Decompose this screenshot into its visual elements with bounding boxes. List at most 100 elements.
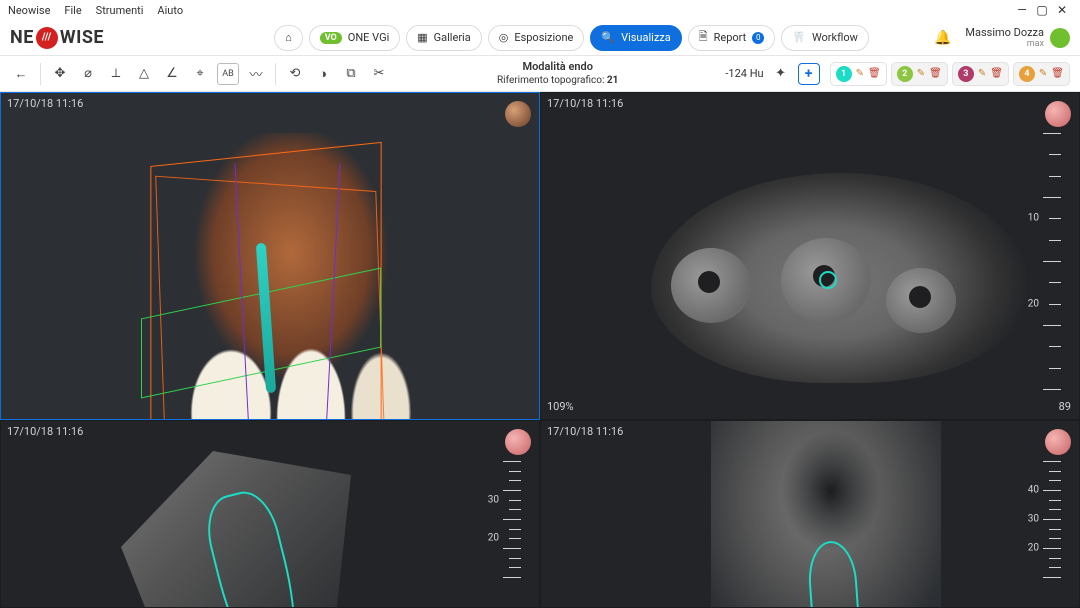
- tool-copy[interactable]: ⧉: [340, 63, 362, 85]
- main-nav: ⌂ VO ONE VGi ▦ Galleria ◎ Esposizione 🔍 …: [274, 25, 869, 51]
- coronal-image: [541, 421, 1079, 607]
- back-button[interactable]: ←: [10, 63, 32, 85]
- vo-pill: VO: [320, 32, 342, 44]
- hu-readout: -124 Hu: [725, 67, 763, 80]
- nav-esposizione-label: Esposizione: [514, 31, 573, 44]
- window-maximize[interactable]: ▢: [1032, 3, 1052, 17]
- delete-icon[interactable]: 🗑: [929, 68, 942, 79]
- viewport-axial[interactable]: 17/10/18 11:16 1020 109% 89: [540, 92, 1080, 420]
- marker-sets: 1 ✎ 🗑 2 ✎ 🗑 3 ✎ 🗑 4 ✎ 🗑: [826, 62, 1070, 86]
- orientation-coronal-icon[interactable]: [1045, 429, 1071, 455]
- menu-strumenti[interactable]: Strumenti: [96, 4, 144, 17]
- mode-title: Modalità endo: [390, 60, 725, 74]
- tool-rotate[interactable]: ⟲: [284, 63, 306, 85]
- viewport-coronal[interactable]: 17/10/18 11:16 403020: [540, 420, 1080, 608]
- ruler: 403020: [1041, 461, 1061, 577]
- add-marker-button[interactable]: +: [798, 63, 820, 85]
- sagittal-image: [1, 421, 539, 607]
- nav-workflow[interactable]: 🦷 Workflow: [781, 25, 869, 51]
- logo-badge: ///: [36, 27, 58, 49]
- axial-image: [541, 93, 1079, 419]
- nav-home[interactable]: ⌂: [274, 25, 303, 51]
- notifications-button[interactable]: 🔔: [934, 30, 951, 46]
- edit-icon[interactable]: ✎: [978, 68, 986, 79]
- timestamp: 17/10/18 11:16: [547, 97, 623, 110]
- nav-one-vgi-label: ONE VGi: [348, 31, 390, 44]
- tool-crosshair[interactable]: ✥: [49, 63, 71, 85]
- tool-ab[interactable]: AB: [217, 63, 239, 85]
- marker-num: 3: [958, 66, 974, 82]
- nav-report-label: Report: [714, 31, 747, 44]
- nav-workflow-label: Workflow: [812, 31, 858, 44]
- marker-num: 1: [836, 66, 852, 82]
- app-logo: NE /// WISE: [10, 27, 104, 49]
- report-badge: 0: [752, 32, 764, 44]
- ref-value: 21: [607, 75, 618, 86]
- window-minimize[interactable]: —: [1012, 3, 1032, 17]
- edit-icon[interactable]: ✎: [917, 68, 925, 79]
- marker-set-3[interactable]: 3 ✎ 🗑: [952, 62, 1009, 86]
- tool-link[interactable]: ⌀: [77, 63, 99, 85]
- user-name: Massimo Dozza: [965, 26, 1044, 39]
- nav-galleria[interactable]: ▦ Galleria: [406, 25, 481, 51]
- menu-file[interactable]: File: [64, 4, 81, 17]
- viewport-grid: 17/10/18 11:16 17/10/18 11:16 1020 109% …: [0, 92, 1080, 608]
- marker-num: 2: [897, 66, 913, 82]
- marker-set-4[interactable]: 4 ✎ 🗑: [1013, 62, 1070, 86]
- nav-galleria-label: Galleria: [434, 31, 471, 44]
- orientation-head-icon[interactable]: [505, 101, 531, 127]
- logo-right: WISE: [60, 27, 104, 48]
- ruler: 1020: [1041, 133, 1061, 389]
- viewport-sagittal[interactable]: 17/10/18 11:16 3020: [0, 420, 540, 608]
- toolbar: ← ✥ ⌀ ⟂ △ ∠ ⌖ AB 〰 ⟲ ◑ ⧉ ✂ Modalità endo…: [0, 56, 1080, 92]
- ref-label: Riferimento topografico:: [497, 75, 604, 86]
- measure-tools: ✥ ⌀ ⟂ △ ∠ ⌖ AB 〰: [49, 63, 267, 85]
- tooth-icon: 🦷: [792, 31, 806, 44]
- timestamp: 17/10/18 11:16: [7, 97, 83, 110]
- nav-report[interactable]: 🗎 Report 0: [688, 25, 776, 51]
- zoom-readout: 109%: [547, 400, 574, 413]
- tool-perp[interactable]: ⟂: [105, 63, 127, 85]
- viewport-3d[interactable]: 17/10/18 11:16: [0, 92, 540, 420]
- edit-icon[interactable]: ✎: [1039, 68, 1047, 79]
- logo-left: NE: [10, 27, 34, 48]
- tool-freehand[interactable]: 〰: [245, 63, 267, 85]
- tool-contrast[interactable]: ◑: [312, 63, 334, 85]
- window-close[interactable]: ✕: [1052, 3, 1072, 17]
- menu-aiuto[interactable]: Aiuto: [157, 4, 183, 17]
- ruler: 3020: [501, 461, 521, 577]
- avatar: [1050, 28, 1070, 48]
- endo-marker[interactable]: [819, 271, 837, 289]
- user-chip[interactable]: Massimo Dozza max: [965, 26, 1070, 49]
- menu-neowise[interactable]: Neowise: [8, 4, 50, 17]
- divider: [40, 63, 41, 85]
- tool-triangle[interactable]: △: [133, 63, 155, 85]
- gallery-icon: ▦: [417, 31, 427, 44]
- tool-cut[interactable]: ✂: [368, 63, 390, 85]
- marker-set-2[interactable]: 2 ✎ 🗑: [891, 62, 948, 86]
- tool-target[interactable]: ⌖: [189, 63, 211, 85]
- user-sub: max: [965, 39, 1044, 49]
- search-icon: 🔍: [601, 31, 615, 44]
- timestamp: 17/10/18 11:16: [547, 425, 623, 438]
- nav-visualizza[interactable]: 🔍 Visualizza: [590, 25, 681, 51]
- header: NE /// WISE ⌂ VO ONE VGi ▦ Galleria ◎ Es…: [0, 20, 1080, 56]
- nav-visualizza-label: Visualizza: [621, 31, 671, 44]
- tool-angle[interactable]: ∠: [161, 63, 183, 85]
- mode-info: Modalità endo Riferimento topografico: 2…: [390, 60, 725, 87]
- nav-one-vgi[interactable]: VO ONE VGi: [309, 25, 401, 51]
- orientation-sagittal-icon[interactable]: [505, 429, 531, 455]
- orientation-axial-icon[interactable]: [1045, 101, 1071, 127]
- document-icon: 🗎: [699, 28, 708, 47]
- nav-esposizione[interactable]: ◎ Esposizione: [488, 25, 585, 51]
- render-3d: [1, 93, 539, 419]
- delete-icon[interactable]: 🗑: [868, 68, 881, 79]
- marker-set-1[interactable]: 1 ✎ 🗑: [830, 62, 887, 86]
- delete-icon[interactable]: 🗑: [1051, 68, 1064, 79]
- timestamp: 17/10/18 11:16: [7, 425, 83, 438]
- tool-magic[interactable]: ✦: [770, 63, 792, 85]
- marker-num: 4: [1019, 66, 1035, 82]
- home-icon: ⌂: [285, 31, 292, 44]
- delete-icon[interactable]: 🗑: [990, 68, 1003, 79]
- edit-icon[interactable]: ✎: [856, 68, 864, 79]
